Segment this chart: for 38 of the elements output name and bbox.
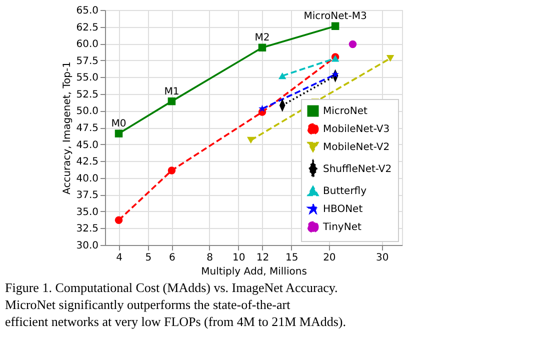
x-tick-label: 15: [285, 252, 298, 264]
legend-label: MobileNet-V3: [323, 124, 390, 135]
y-tick-label: 62.5: [76, 22, 98, 34]
y-tick-label: 45.0: [76, 140, 98, 151]
x-tick-label: 5: [145, 252, 152, 264]
y-tick-label: 40.0: [76, 173, 98, 184]
legend-label: Butterfly: [323, 186, 367, 197]
x-tick-label: 6: [169, 252, 176, 264]
legend-label: ShuffleNet-V2: [323, 164, 392, 175]
y-tick-label: 30.0: [76, 240, 98, 252]
y-tick-label: 32.5: [76, 224, 98, 235]
legend-label: HBONet: [323, 204, 363, 215]
y-tick-label: 35.0: [76, 206, 98, 218]
y-tick-label: 57.5: [76, 56, 98, 67]
caption: Figure 1. Computational Cost (MAdds) vs. ImageNet Accuracy. MicroNet significantly outperforms the state-of-the-art efficient networks at very low FLOPs (from 4M to 21M MAdds).: [5, 280, 346, 329]
legend-label: MobileNet-V2: [323, 142, 390, 153]
x-tick-label: 4: [116, 252, 122, 264]
y-tick-label: 47.5: [76, 123, 98, 134]
legend-label: MicroNet: [323, 106, 368, 117]
y-tick-label: 50.0: [76, 106, 98, 118]
y-tick-label: 65.0: [76, 6, 98, 16]
y-tick-label: 60.0: [76, 39, 98, 50]
y-tick-label: 42.5: [76, 156, 98, 168]
annotation: M0: [111, 118, 126, 130]
annotation: MicroNet-M3: [304, 11, 367, 22]
x-axis-title: Multiply Add, Millions: [201, 266, 307, 278]
x-tick-label: 10: [232, 252, 246, 264]
x-tick-label: 20: [323, 252, 336, 264]
x-tick-label: 30: [376, 252, 389, 264]
x-tick-label: 8: [206, 252, 213, 264]
legend-label: TinyNet: [322, 222, 362, 233]
y-tick-label: 37.5: [76, 190, 98, 202]
y-tick-label: 55.0: [76, 72, 98, 84]
annotation: M1: [164, 86, 180, 98]
y-tick-label: 52.5: [76, 89, 98, 100]
annotation: M2: [254, 32, 270, 44]
y-axis-title: Accuracy, Imagenet, Top-1: [62, 62, 74, 194]
x-tick-label: 12: [256, 252, 270, 264]
